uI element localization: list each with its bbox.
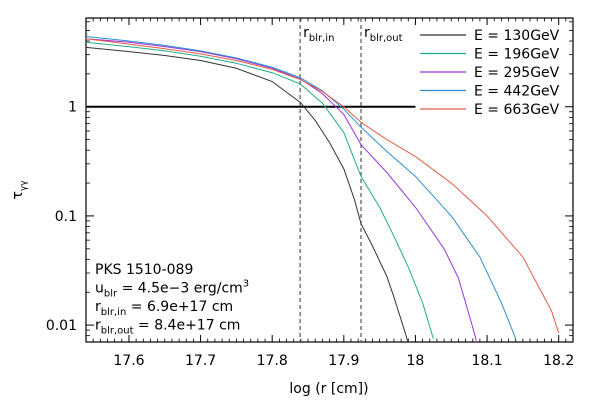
vline-label: rblr,in — [303, 25, 334, 44]
legend-label: E = 442GeV — [474, 84, 560, 100]
annotation-line: rblr,out = 8.4e+17 cm — [95, 318, 240, 337]
x-axis: 17.6 17.7 17.8 17.9 18 18.1 18.2 — [92, 18, 574, 369]
annotation-line: PKS 1510-089 — [95, 262, 193, 278]
legend-label: E = 130GeV — [474, 28, 560, 44]
x-tick-label: 18.2 — [543, 353, 574, 369]
vline-label: rblr,out — [364, 25, 403, 44]
x-tick-label: 17.6 — [113, 353, 144, 369]
y-tick-label: 1 — [68, 100, 77, 116]
x-tick-label: 17.8 — [257, 353, 288, 369]
y-axis-label: τγγ — [10, 180, 29, 200]
vertical-markers — [299, 18, 362, 342]
series-line — [86, 36, 517, 339]
y-axis: 0.01 0.1 1 — [46, 21, 573, 337]
annotation-line: ublr = 4.5e−3 erg/cm3 — [95, 279, 249, 300]
series-line — [86, 46, 409, 342]
series-group — [86, 36, 560, 342]
x-tick-label: 17.9 — [328, 353, 359, 369]
y-tick-label: 0.01 — [46, 318, 77, 334]
vertical-marker-labels: rblr,in rblr,out — [303, 25, 403, 44]
x-tick-label: 18.1 — [471, 353, 502, 369]
y-tick-label: 0.1 — [55, 209, 77, 225]
legend-label: E = 196GeV — [474, 47, 560, 63]
x-axis-label: log (r [cm]) — [289, 381, 368, 397]
x-tick-label: 17.7 — [185, 353, 216, 369]
series-line — [86, 38, 477, 341]
x-tick-label: 18 — [407, 353, 425, 369]
series-line — [86, 38, 560, 333]
series-line — [86, 41, 434, 339]
annotation-line: rblr,in = 6.9e+17 cm — [95, 299, 233, 318]
legend-label: E = 295GeV — [474, 65, 560, 81]
legend: E = 130GeV E = 196GeV E = 295GeV E = 442GeV… — [420, 28, 560, 118]
legend-label: E = 663GeV — [474, 102, 560, 118]
